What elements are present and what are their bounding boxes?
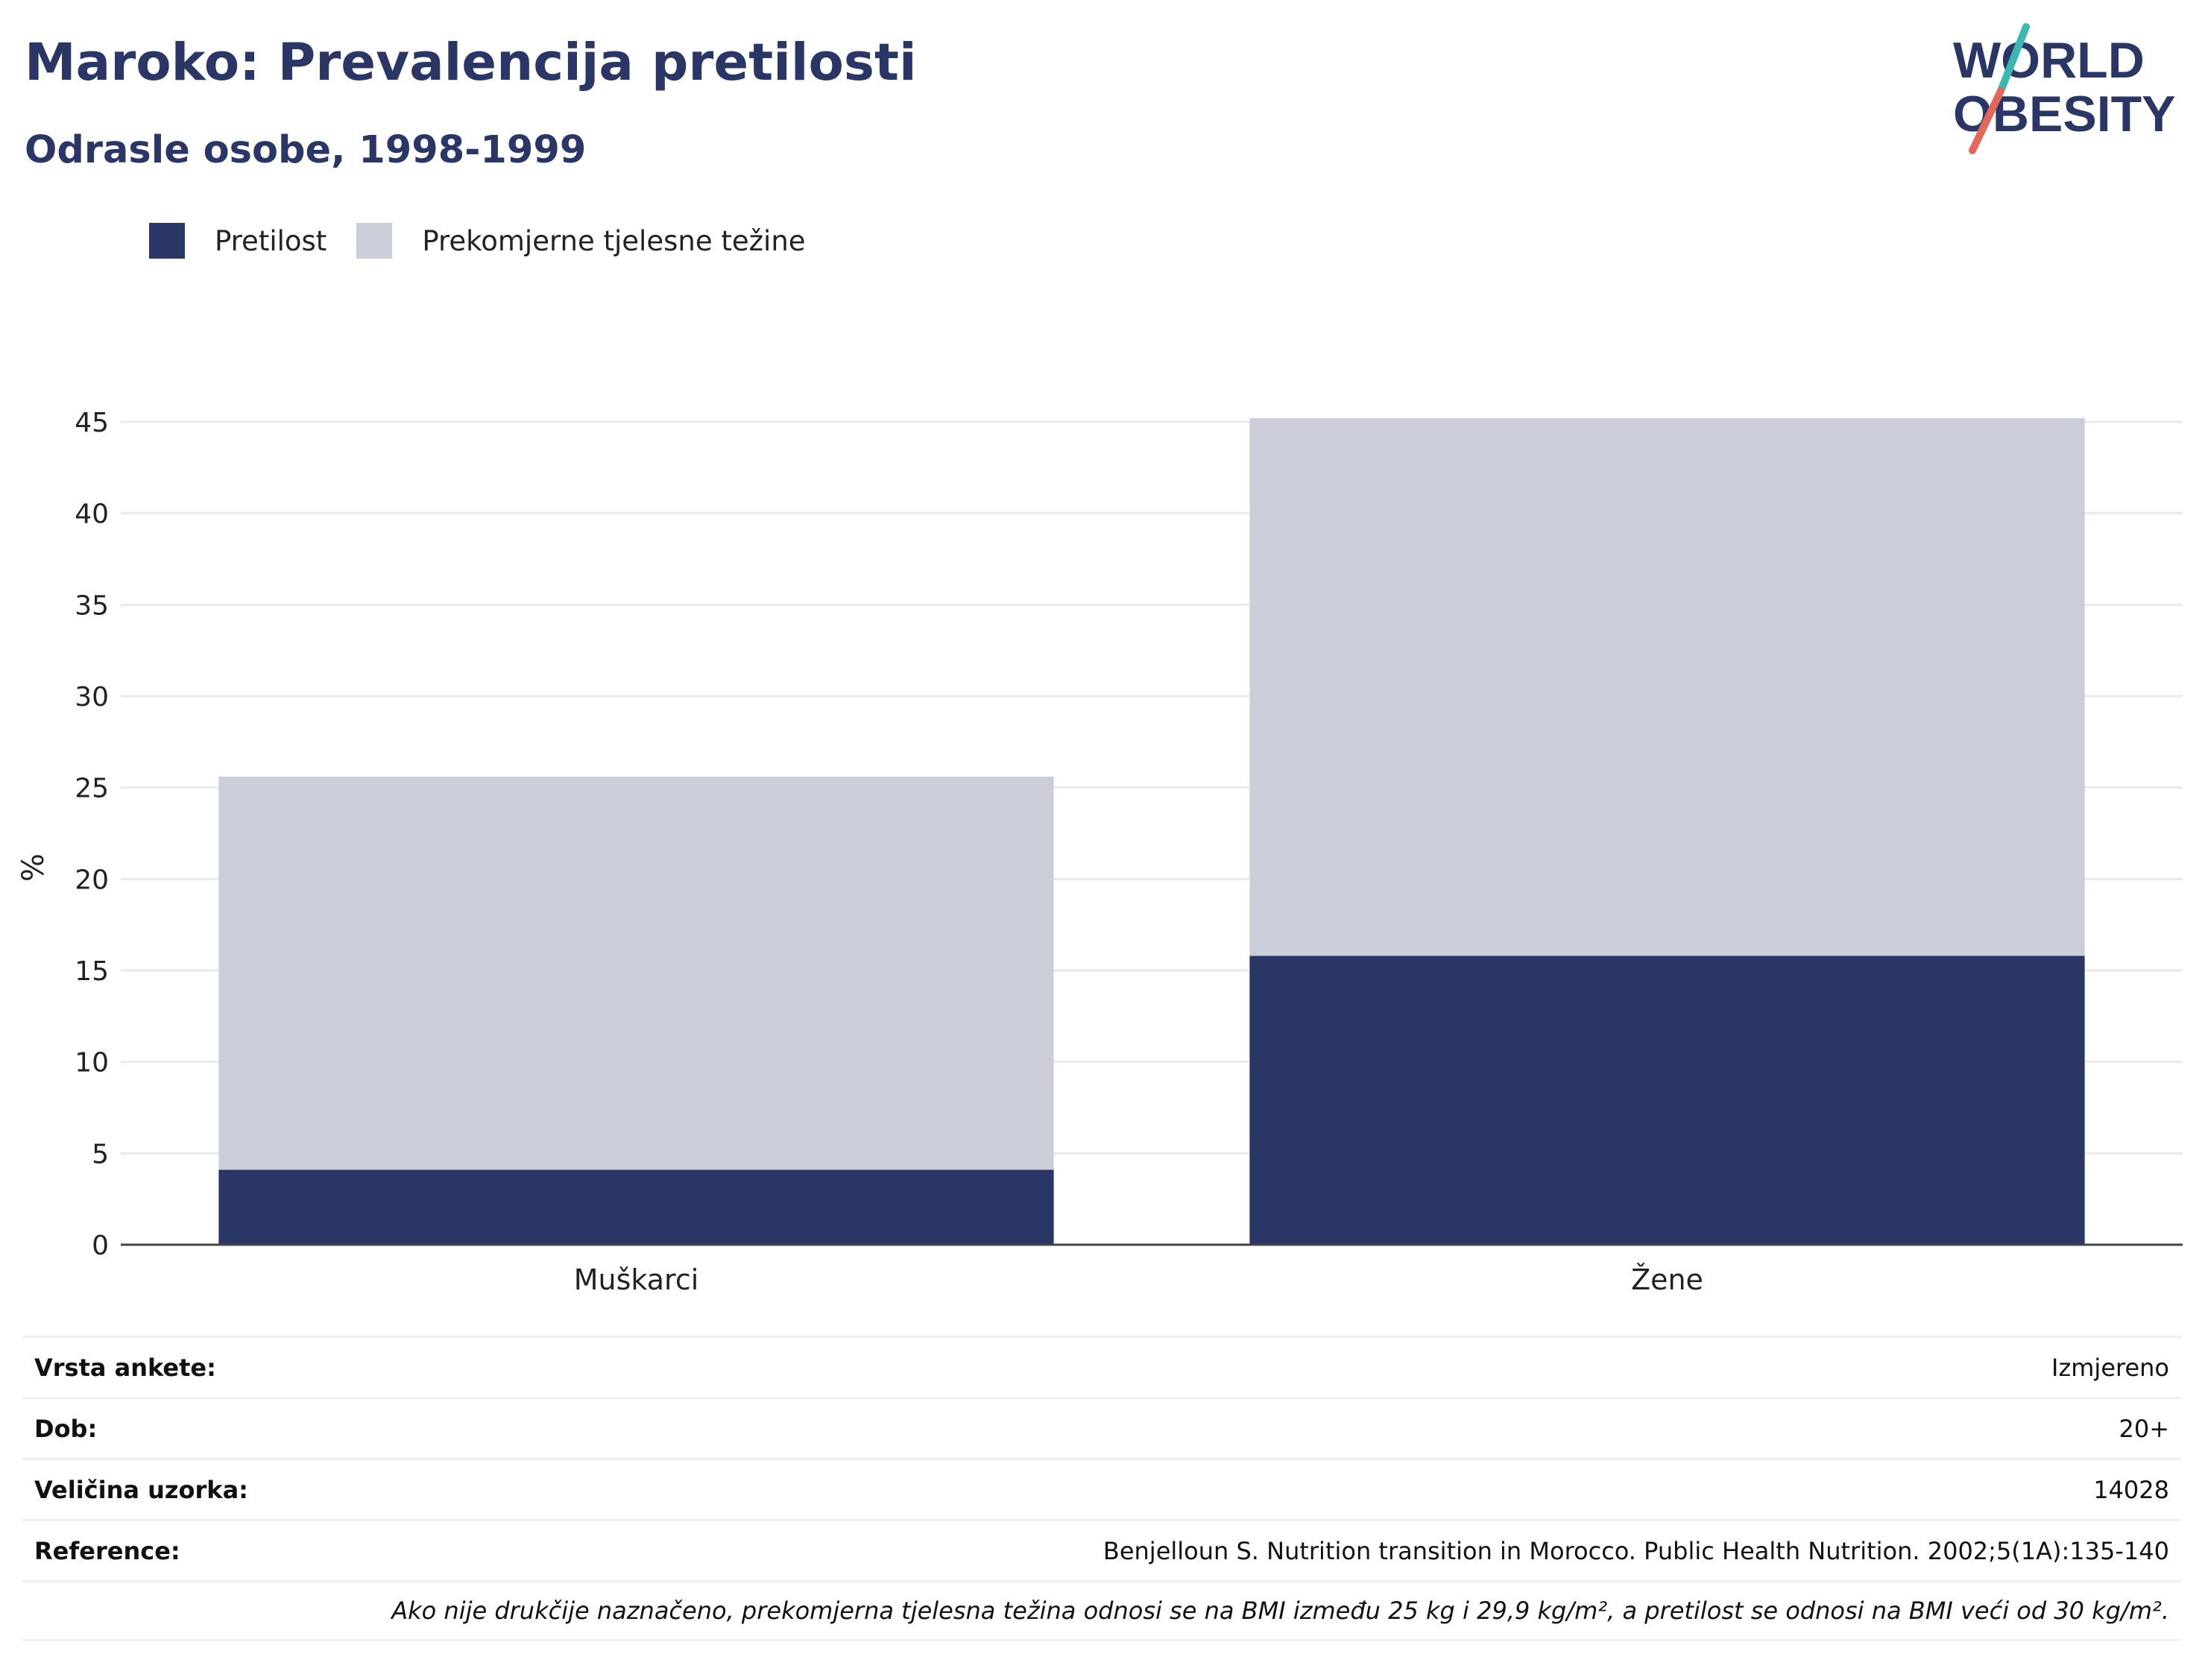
y-tick-label: 30 xyxy=(75,682,109,713)
info-value: 20+ xyxy=(2119,1414,2169,1443)
info-label: Reference: xyxy=(34,1536,180,1565)
bar-obesity-0 xyxy=(218,1169,1054,1245)
info-row-survey-type: Vrsta ankete: Izmjereno xyxy=(22,1336,2181,1397)
bar-obesity-1 xyxy=(1249,956,2085,1245)
y-tick-label: 5 xyxy=(92,1139,109,1169)
info-label: Vrsta ankete: xyxy=(34,1353,216,1382)
legend-item-overweight[interactable]: Prekomjerne tjelesne težine xyxy=(356,223,806,259)
bar-overweight-1 xyxy=(1249,418,2085,956)
info-row-sample-size: Veličina uzorka: 14028 xyxy=(22,1458,2181,1519)
footnote-text: Ako nije drukčije naznačeno, prekomjerna… xyxy=(391,1597,2169,1625)
chart-title: Maroko: Prevalencija pretilosti xyxy=(25,33,917,92)
legend-swatch-overweight xyxy=(356,223,393,259)
y-tick-label: 45 xyxy=(75,408,109,438)
legend-swatch-obesity xyxy=(149,223,185,259)
info-value: Benjelloun S. Nutrition transition in Mo… xyxy=(1102,1536,2169,1565)
y-tick-label: 0 xyxy=(92,1231,109,1261)
logo-slash-teal xyxy=(1997,23,2030,95)
info-label: Dob: xyxy=(34,1414,98,1443)
info-value: 14028 xyxy=(2093,1475,2169,1504)
legend-label-overweight: Prekomjerne tjelesne težine xyxy=(422,224,806,257)
info-row-age: Dob: 20+ xyxy=(22,1397,2181,1458)
survey-info-table: Vrsta ankete: Izmjereno Dob: 20+ Veličin… xyxy=(22,1336,2181,1641)
bar-chart: 0 5 10 15 20 25 30 35 40 45% Muškarci Žene xyxy=(16,408,2183,1296)
x-tick-label: Žene xyxy=(1631,1263,1703,1296)
legend-item-obesity[interactable]: Pretilost xyxy=(149,223,327,259)
x-tick-label: Muškarci xyxy=(574,1263,699,1296)
y-tick-label: 40 xyxy=(75,499,109,530)
y-tick-label: 20 xyxy=(75,865,109,895)
info-value: Izmjereno xyxy=(2051,1353,2169,1382)
y-tick-label: 10 xyxy=(75,1048,109,1079)
y-tick-label: 25 xyxy=(75,774,109,804)
legend-label-obesity: Pretilost xyxy=(215,224,327,257)
bar-overweight-0 xyxy=(218,776,1054,1170)
logo-slash-red xyxy=(1969,87,2004,154)
info-label: Veličina uzorka: xyxy=(34,1475,248,1504)
y-axis-label: % xyxy=(16,853,51,882)
y-tick-label: 35 xyxy=(75,590,109,621)
world-obesity-logo: WORLD OBESITY xyxy=(1953,23,2176,154)
info-row-reference: Reference: Benjelloun S. Nutrition trans… xyxy=(22,1519,2181,1580)
footnote: Ako nije drukčije naznačeno, prekomjerna… xyxy=(22,1580,2181,1641)
logo-line1: WORLD xyxy=(1953,32,2145,89)
chart-legend: Pretilost Prekomjerne tjelesne težine xyxy=(149,221,836,260)
y-tick-label: 15 xyxy=(75,956,109,987)
chart-subtitle: Odrasle osobe, 1998-1999 xyxy=(25,128,587,172)
